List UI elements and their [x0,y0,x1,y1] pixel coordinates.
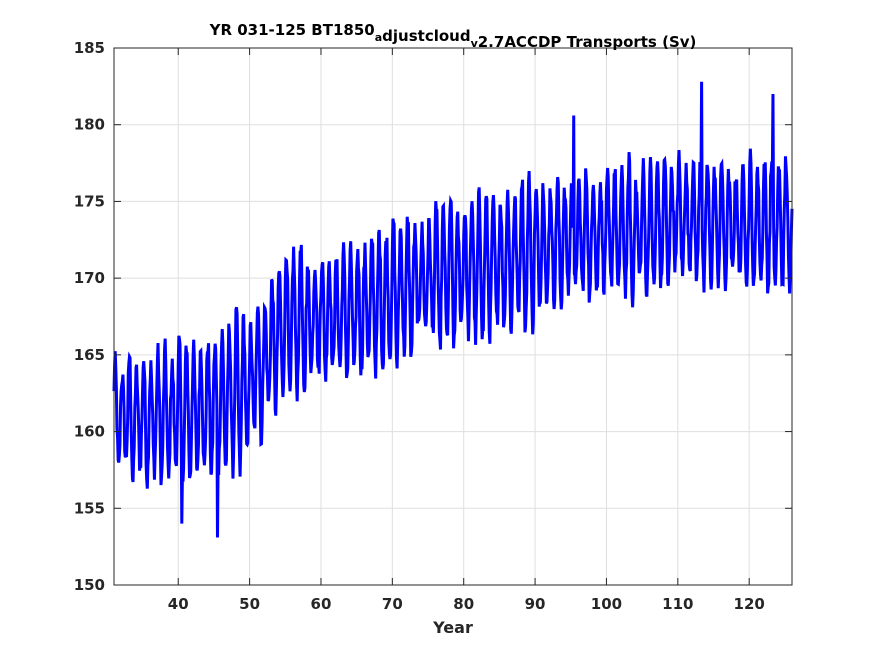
x-tick-label: 80 [453,595,474,613]
x-tick-label: 90 [525,595,546,613]
y-tick-label: 155 [74,499,105,517]
x-tick-label: 120 [734,595,765,613]
x-tick-label: 100 [591,595,622,613]
x-tick-label: 110 [662,595,693,613]
y-tick-label: 170 [74,269,105,287]
x-tick-label: 60 [311,595,332,613]
x-tick-label: 50 [239,595,260,613]
chart-title: YR 031-125 BT1850adjustcloudv2.7ACCDP Tr… [209,21,697,51]
series-line [112,81,794,538]
y-tick-label: 185 [74,39,105,57]
chart-title-subscript: v [471,37,479,50]
x-axis-title: Year [432,618,473,637]
y-tick-label: 175 [74,192,105,210]
y-tick-label: 165 [74,346,105,364]
chart-title-segment: djustcloud [382,27,470,45]
y-tick-label: 180 [74,116,105,134]
axis-ticks: 40 50 60 70 80 90 100 110 120 150 155 160 165 170 175 1… [74,39,792,613]
chart-title-segment: YR 031-125 BT1850 [209,21,375,39]
x-tick-label: 40 [168,595,189,613]
series-layer [112,81,794,538]
chart-title-segment: 2.7ACCDP Transports (Sv) [478,33,697,51]
plot-frame [113,47,793,586]
y-tick-label: 150 [74,576,105,594]
y-tick-label: 160 [74,423,105,441]
chart-title-subscript: a [375,31,382,44]
x-tick-label: 70 [382,595,403,613]
